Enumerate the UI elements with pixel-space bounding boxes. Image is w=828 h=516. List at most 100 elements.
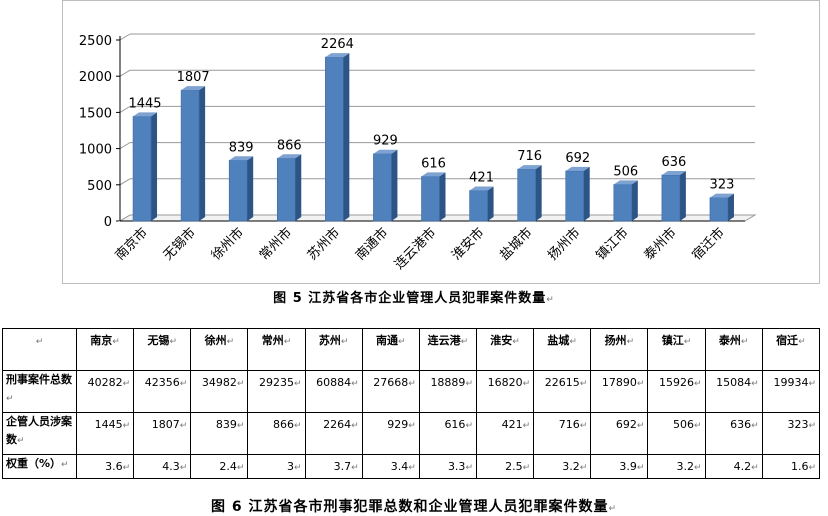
paragraph-mark: ↵ [579, 463, 588, 473]
column-header: 常州↵ [247, 328, 306, 371]
column-header: 扬州↵ [590, 328, 649, 371]
table-cell: 3.3↵ [418, 454, 477, 479]
table-cell: 16820↵ [475, 370, 535, 413]
paragraph-mark: ↵ [226, 337, 235, 347]
paragraph-mark: ↵ [398, 337, 406, 347]
paragraph-mark: ↵ [294, 379, 302, 389]
y-tick-label: 1500 [79, 106, 112, 121]
table-cell-text: 4.2 [733, 460, 752, 473]
column-header: 镇江↵ [647, 328, 706, 371]
bar [180, 89, 200, 222]
paragraph-mark: ↵ [408, 463, 416, 473]
bar [565, 170, 585, 222]
table-cell-text: 15926 [659, 376, 694, 389]
bar-side [631, 180, 638, 221]
table-cell: 4.2↵ [704, 454, 763, 479]
table-cell: 3.2↵ [533, 454, 592, 479]
bar [228, 159, 248, 222]
paragraph-mark: ↵ [465, 463, 473, 473]
table-cell-text: 27668 [373, 376, 409, 389]
column-header: 南京↵ [75, 328, 135, 371]
paragraph-mark: ↵ [294, 421, 302, 431]
bar-side [343, 53, 350, 222]
x-tick-label: 扬州市 [545, 225, 584, 264]
table-cell-text: 616 [444, 418, 466, 431]
table-cell: 421↵ [475, 412, 535, 455]
table-cell: 2.4↵ [190, 454, 249, 479]
table-row: 企管人员涉案数↵ 1445↵ 1807↵ 839↵ 866↵ 2264↵ 929↵ 616↵ 4… [2, 412, 821, 455]
table-cell: 15926↵ [647, 370, 706, 413]
table-cell-text: 40282 [87, 376, 123, 389]
paragraph-mark: ↵ [122, 379, 131, 389]
bar-top [133, 112, 158, 117]
bar-chart: 0 500 1000 1500 2000 2500 1445 南京市 1807 无锡市 839 徐州市… [79, 33, 757, 273]
table-cell-text: 839 [215, 418, 237, 431]
x-tick-label: 南通市 [352, 225, 391, 264]
paragraph-mark: ↵ [608, 504, 618, 514]
data-label: 1807 [177, 70, 210, 85]
table-cell: 4.3↵ [133, 454, 192, 479]
paragraph-mark: ↵ [808, 463, 816, 473]
x-tick-label: 连云港市 [391, 225, 439, 273]
table-cell: 3↵ [247, 454, 306, 479]
paragraph-mark: ↵ [122, 421, 131, 431]
bar [325, 56, 344, 222]
x-tick-label: 盐城市 [497, 225, 536, 264]
table-cell: 636↵ [704, 412, 763, 455]
table-cell: 716↵ [533, 412, 592, 455]
column-header-text: 无锡 [147, 334, 170, 347]
bar [421, 176, 440, 222]
column-header: 淮安↵ [475, 328, 535, 371]
column-header-text: 南通 [376, 334, 398, 347]
paragraph-mark: ↵ [17, 436, 25, 446]
bar-side [679, 170, 686, 221]
table-cell-text: 421 [501, 418, 523, 431]
paragraph-mark: ↵ [808, 421, 816, 431]
data-label: 839 [229, 140, 254, 155]
paragraph-mark: ↵ [636, 379, 645, 389]
bar-top [661, 170, 686, 175]
bar-side [151, 112, 158, 221]
table-header-row: ↵ 南京↵ 无锡↵ 徐州↵ 常州↵ 苏州↵ 南通↵ 连云港↵ 淮安↵ 盐城↵ 扬州↵ 镇江↵ 泰州↵ 宿迁… [2, 328, 821, 371]
table-cell: 29235↵ [247, 370, 306, 413]
table-cell-text: 29235 [259, 376, 295, 389]
table-cell: 3.9↵ [590, 454, 649, 479]
paragraph-mark: ↵ [546, 295, 555, 305]
bar-top [373, 149, 398, 154]
table-cell-text: 506 [673, 418, 694, 431]
paragraph-mark: ↵ [512, 337, 520, 347]
data-label: 866 [277, 138, 302, 153]
data-label: 1445 [128, 96, 161, 111]
bar [469, 190, 488, 222]
paragraph-mark: ↵ [751, 421, 759, 431]
table-cell-text: 19934 [773, 376, 809, 389]
column-header-text: 常州 [261, 334, 284, 347]
paragraph-mark: ↵ [694, 421, 702, 431]
paragraph-mark: ↵ [283, 337, 292, 347]
column-header: 宿迁↵ [761, 328, 821, 371]
table-cell-text: 2264 [323, 418, 352, 431]
column-header-text: 苏州 [318, 334, 341, 347]
paragraph-mark: ↵ [460, 337, 469, 347]
table-cell-text: 42356 [144, 376, 180, 389]
bar-top [229, 156, 254, 161]
paragraph-mark: ↵ [694, 379, 702, 389]
table-caption-text: 图 6 江苏省各市刑事犯罪总数和企业管理人员犯罪案件数量 [210, 499, 609, 515]
table-row: 权重（%）↵ 3.6↵ 4.3↵ 2.4↵ 3↵ 3.7↵ 3.4↵ 3.3↵ 2.5↵ 3.2↵… [2, 454, 821, 479]
data-label: 323 [710, 178, 735, 193]
paragraph-mark: ↵ [236, 379, 245, 389]
paragraph-mark: ↵ [569, 337, 577, 347]
x-tick-label: 常州市 [256, 225, 295, 264]
column-header-text: 宿迁 [776, 334, 799, 347]
column-header-text: 淮安 [490, 334, 513, 347]
table-cell-text: 16820 [487, 376, 523, 389]
y-tick-label: 1000 [79, 143, 112, 158]
paragraph-mark: ↵ [294, 463, 302, 473]
paragraph-mark: ↵ [351, 463, 359, 473]
paragraph-mark: ↵ [351, 379, 359, 389]
table-cell: 2264↵ [304, 412, 363, 455]
column-header-text: 泰州 [718, 334, 741, 347]
x-tick-label: 淮安市 [449, 225, 488, 264]
table-cell: 17890↵ [590, 370, 649, 413]
paragraph-mark: ↵ [112, 337, 120, 347]
